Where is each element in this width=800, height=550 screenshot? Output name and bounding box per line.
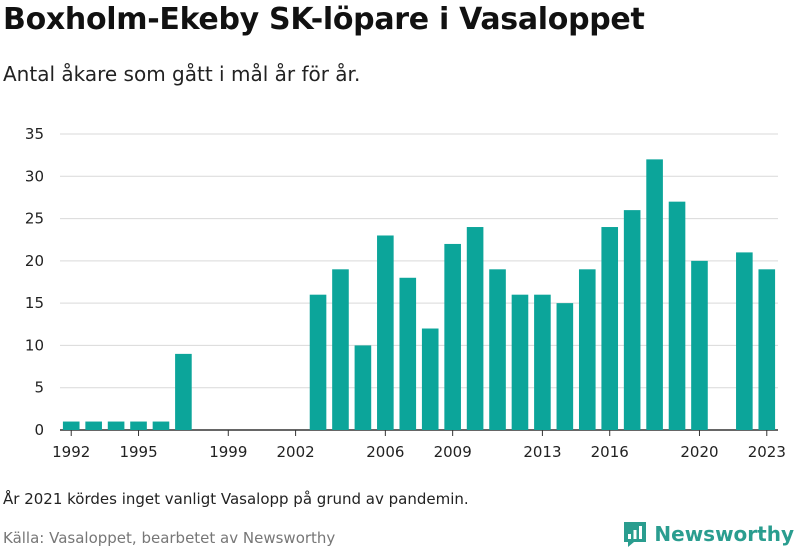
- x-tick-label: 1999: [209, 443, 247, 461]
- bar: [399, 277, 417, 430]
- x-tick-label: 2016: [591, 443, 629, 461]
- bar: [534, 294, 551, 430]
- bar: [354, 345, 372, 430]
- bar: [489, 269, 506, 430]
- x-tick-label: 1995: [119, 443, 157, 461]
- y-tick-label: 5: [34, 379, 44, 397]
- y-tick-label: 25: [25, 210, 44, 228]
- bar: [556, 303, 574, 430]
- newsworthy-logo-icon: [624, 522, 647, 547]
- chart-title: Boxholm-Ekeby SK-löpare i Vasaloppet: [3, 2, 645, 37]
- bar: [601, 227, 619, 430]
- bar: [691, 260, 708, 430]
- x-tick-label: 2020: [680, 443, 718, 461]
- x-tick-label: 1992: [52, 443, 90, 461]
- bar: [62, 421, 80, 430]
- y-axis-ticks: 0 5 10 15 20 25 30 35: [25, 125, 44, 439]
- bar: [175, 353, 192, 430]
- y-tick-label: 15: [25, 294, 44, 312]
- bar: [309, 294, 327, 430]
- bar: [332, 269, 349, 430]
- brand-name: Newsworthy: [654, 522, 794, 546]
- bar: [421, 328, 439, 430]
- source-text: Källa: Vasaloppet, bearbetet av Newswort…: [3, 529, 336, 547]
- bar: [152, 421, 170, 430]
- bar: [85, 421, 102, 430]
- bar: [511, 294, 529, 430]
- bar: [466, 227, 484, 430]
- y-tick-label: 35: [25, 125, 44, 143]
- x-tick-label: 2013: [523, 443, 561, 461]
- bar: [623, 210, 641, 430]
- x-tick-label: 2009: [434, 443, 472, 461]
- x-tick-label: 2006: [366, 443, 404, 461]
- bar: [646, 159, 663, 430]
- y-tick-label: 0: [34, 421, 44, 439]
- bar: [130, 421, 147, 430]
- chart-note: År 2021 kördes inget vanligt Vasalopp på…: [3, 490, 469, 508]
- x-tick-label: 2002: [277, 443, 315, 461]
- bar: [578, 269, 596, 430]
- bar: [736, 252, 753, 430]
- y-tick-label: 30: [25, 167, 44, 185]
- bar: [377, 235, 394, 430]
- bar: [444, 243, 461, 430]
- x-axis-ticks: 1992 1995 1999 2002 2006 2009 2013 2016 2020 2023: [52, 430, 786, 461]
- y-tick-label: 20: [25, 252, 44, 270]
- chart-subtitle: Antal åkare som gått i mål år för år.: [3, 62, 361, 86]
- bar-chart: 0 5 10 15 20 25 30 35 1992 1995 1999 2002 2006 2009 2…: [25, 125, 786, 461]
- bars: [62, 159, 776, 430]
- bar: [758, 269, 776, 430]
- brand-logo: Newsworthy: [622, 520, 794, 548]
- y-tick-label: 10: [25, 336, 44, 354]
- bar: [668, 201, 686, 430]
- bar: [107, 421, 125, 430]
- x-tick-label: 2023: [748, 443, 786, 461]
